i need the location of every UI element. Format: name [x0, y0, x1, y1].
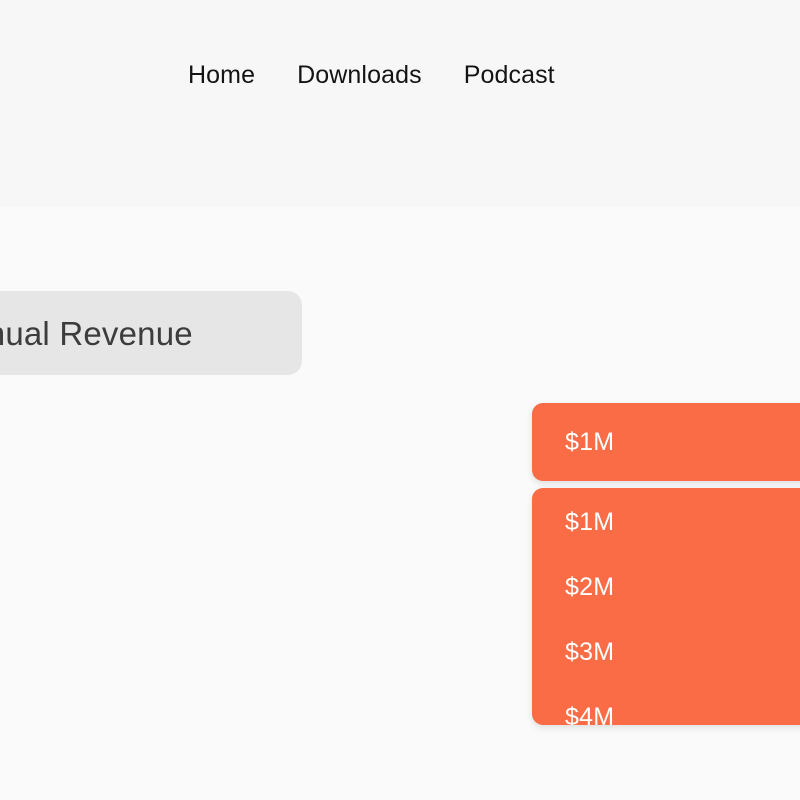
bar-list-panel[interactable]: $1M $2M $3M $4M: [532, 488, 800, 725]
bar-value-label: $1M: [565, 427, 615, 456]
bar-value-label: $3M: [565, 638, 615, 666]
main-navigation: Home Downloads Podcast: [0, 55, 800, 95]
bar-value-label: $4M: [565, 703, 615, 726]
nav-item-home[interactable]: Home: [188, 60, 256, 89]
nav-item-podcast[interactable]: Podcast: [463, 60, 555, 89]
bar-value-label: $2M: [565, 573, 615, 601]
nav-item-downloads[interactable]: Downloads: [297, 60, 422, 89]
header-band: Home Downloads Podcast: [0, 0, 800, 207]
bar-value-label: $1M: [565, 508, 615, 536]
page-title-badge: Annual Revenue: [0, 291, 302, 375]
page-title: Annual Revenue: [0, 314, 193, 352]
bar-highlighted[interactable]: $1M: [532, 403, 800, 481]
